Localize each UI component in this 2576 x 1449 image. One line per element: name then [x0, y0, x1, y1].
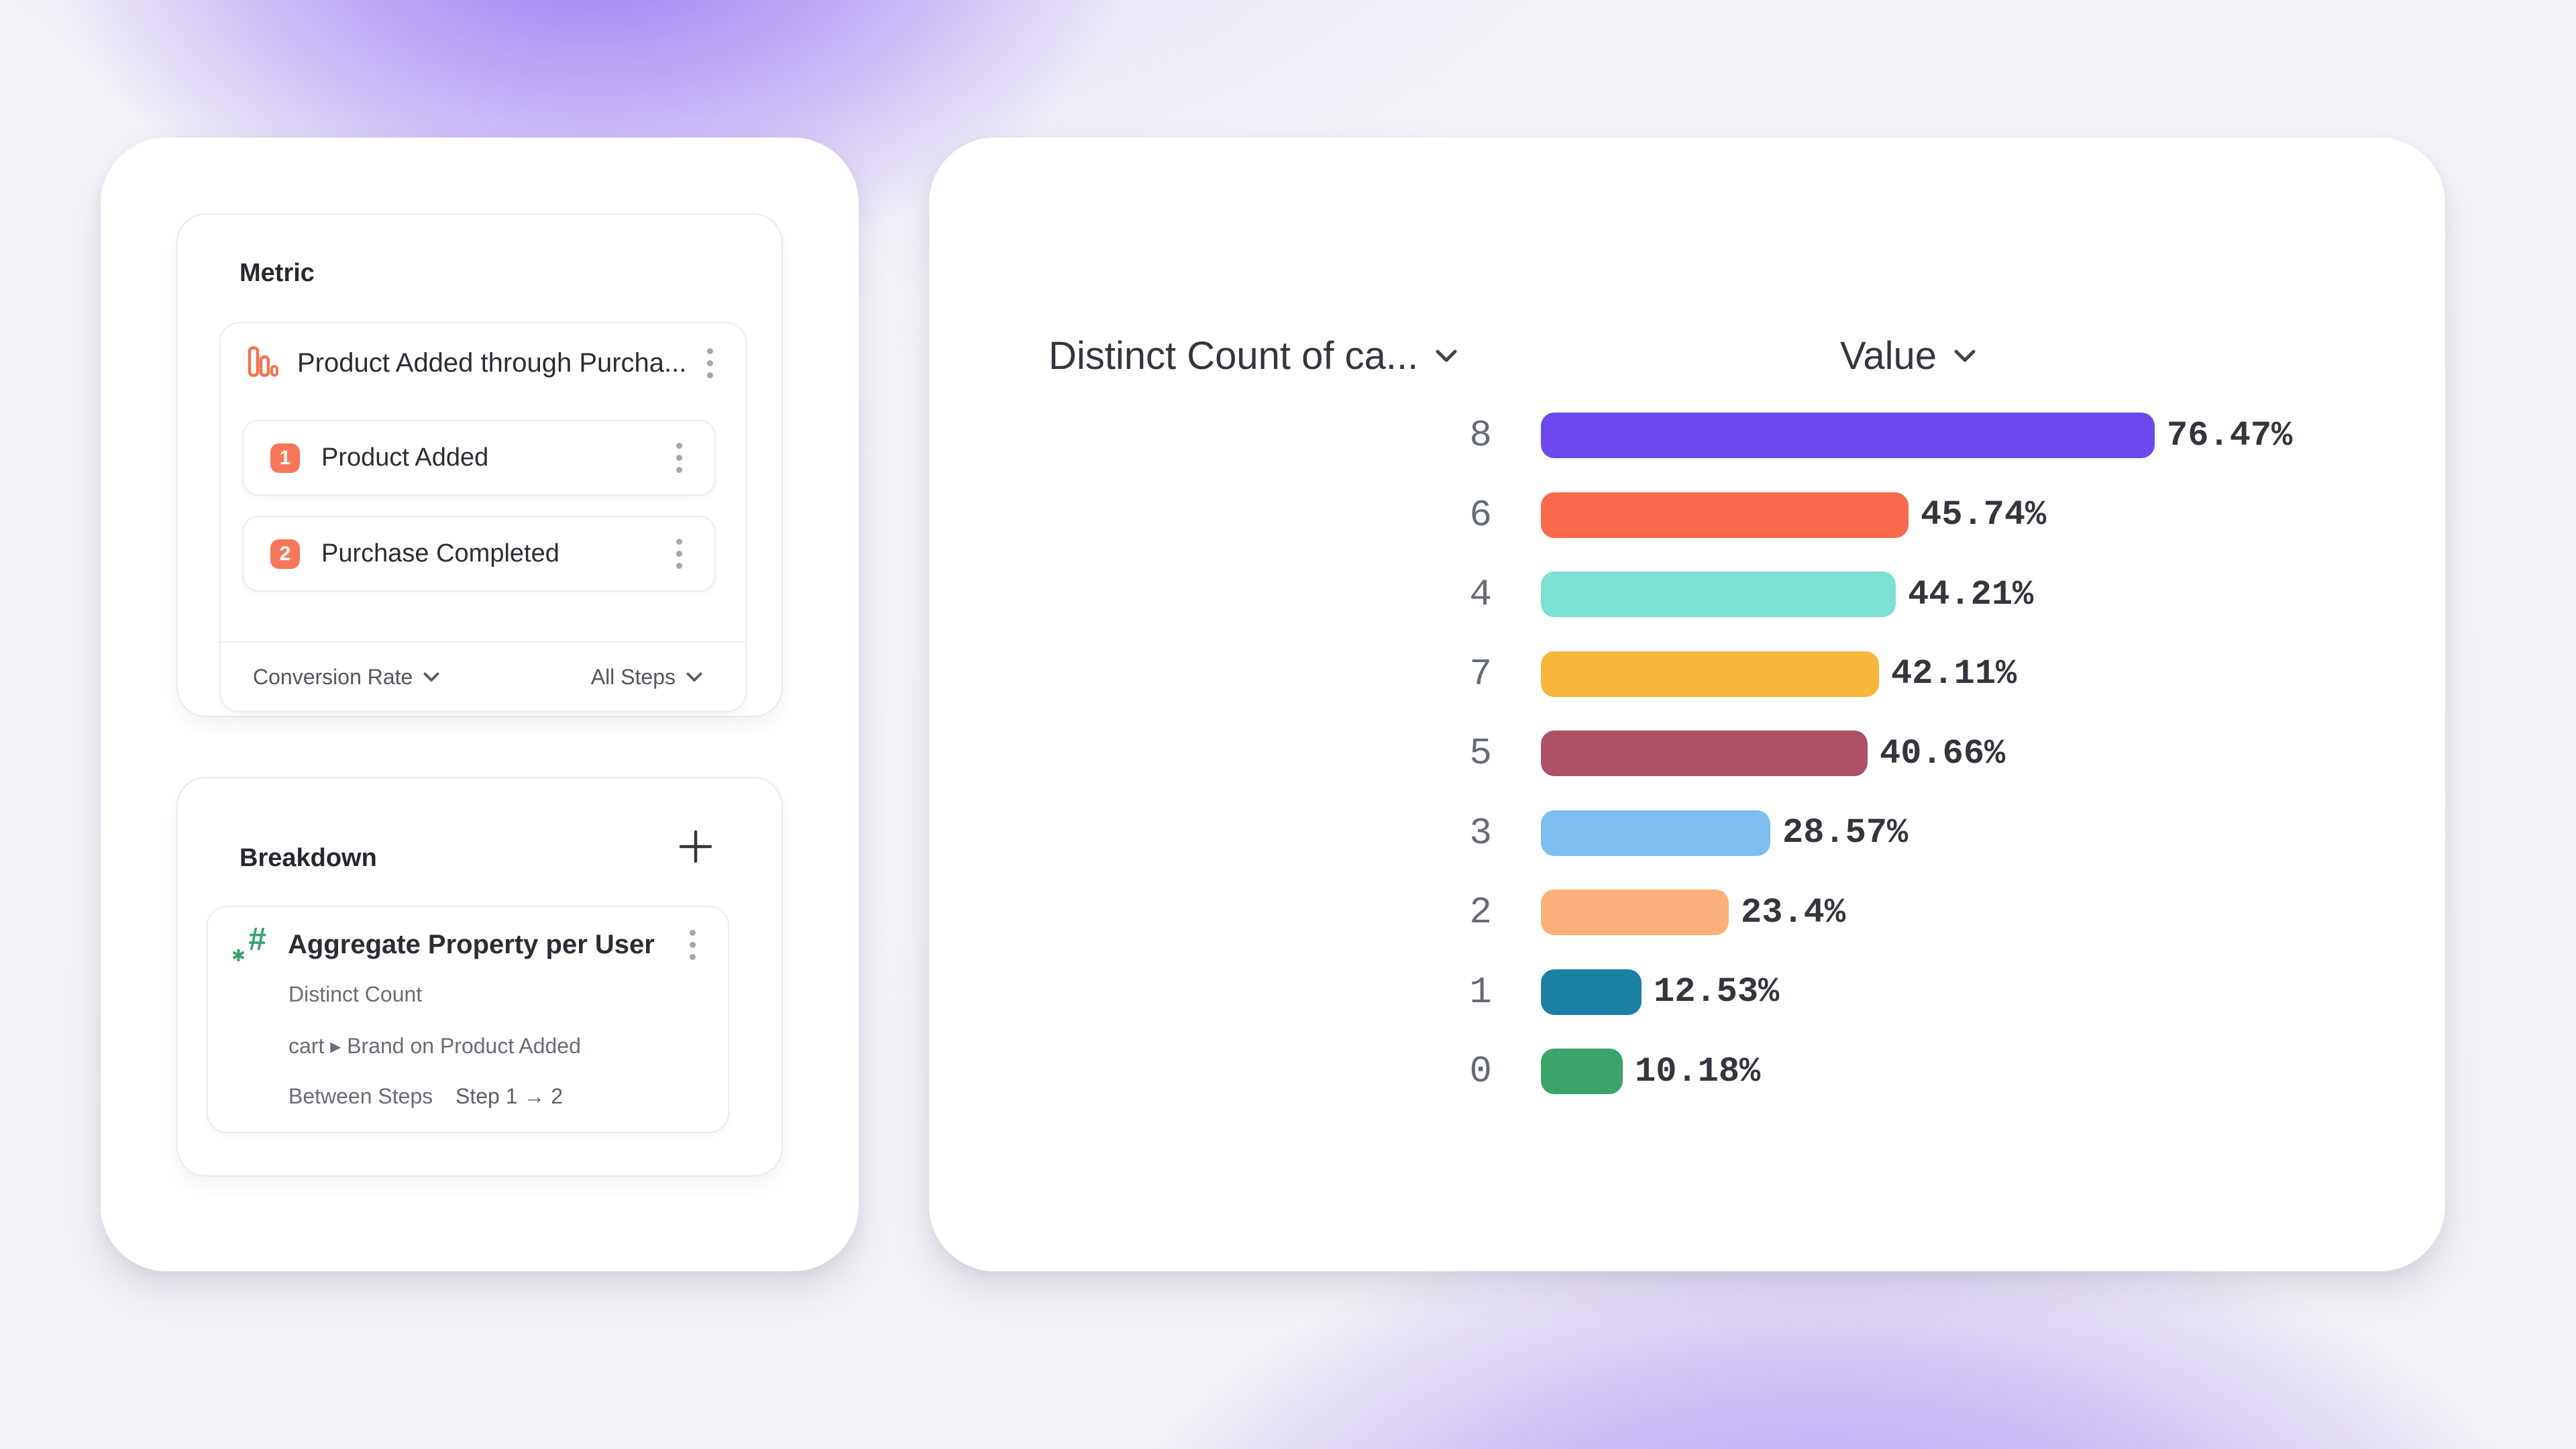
- step-label: Purchase Completed: [321, 539, 559, 568]
- add-breakdown-button[interactable]: [677, 828, 714, 865]
- breakdown-property: cart ▸ Brand on Product Added: [288, 1034, 581, 1058]
- all-steps-dropdown[interactable]: All Steps: [591, 665, 702, 690]
- value-label: 42.11%: [1891, 654, 2017, 694]
- chart-column-header-category[interactable]: Distinct Count of ca...: [1049, 333, 1457, 378]
- conversion-rate-dropdown[interactable]: Conversion Rate: [253, 665, 439, 690]
- chart-row: 8 76.47%: [929, 396, 2445, 476]
- chart-row: 6 45.74%: [929, 476, 2445, 555]
- value-label: 28.57%: [1782, 813, 1909, 853]
- value-bar[interactable]: [1541, 492, 1909, 538]
- hash-star-icon: # ✱: [231, 922, 266, 965]
- category-label: 7: [1469, 652, 1492, 696]
- breakdown-section: Breakdown # ✱ Aggregate Property per User…: [176, 777, 783, 1177]
- value-label: 23.4%: [1741, 892, 1846, 932]
- funnel-bars-icon: [248, 345, 278, 380]
- chart-row: 7 42.11%: [929, 635, 2445, 714]
- breakdown-aggregation: Distinct Count: [288, 982, 423, 1006]
- breakdown-item-title: Aggregate Property per User: [288, 929, 655, 959]
- metric-item[interactable]: Product Added through Purcha...: [221, 323, 745, 402]
- value-label: 10.18%: [1635, 1051, 1761, 1091]
- step-number-badge: 2: [270, 539, 300, 569]
- funnel-step-2[interactable]: 2 Purchase Completed: [242, 516, 716, 592]
- value-bar[interactable]: [1541, 890, 1729, 936]
- category-label: 2: [1469, 891, 1492, 934]
- value-bar[interactable]: [1541, 572, 1896, 618]
- chevron-down-icon: [423, 672, 439, 682]
- chart-row: 3 28.57%: [929, 794, 2445, 873]
- breakdown-section-title: Breakdown: [239, 844, 377, 872]
- metric-group-card: Product Added through Purcha... 1 Produc…: [219, 322, 747, 712]
- chevron-down-icon: [686, 672, 702, 682]
- category-label: 8: [1469, 414, 1492, 458]
- step-2-kebab-menu-icon[interactable]: [671, 533, 688, 574]
- value-bar[interactable]: [1541, 969, 1642, 1015]
- chevron-down-icon: [1954, 350, 1976, 362]
- step-1-kebab-menu-icon[interactable]: [671, 437, 688, 478]
- value-label: 76.47%: [2167, 415, 2293, 455]
- value-label: 40.66%: [1880, 733, 2006, 773]
- funnel-step-1[interactable]: 1 Product Added: [242, 420, 716, 496]
- category-label: 1: [1469, 970, 1492, 1014]
- metric-item-label: Product Added through Purcha...: [297, 347, 687, 378]
- chart-row: 1 12.53%: [929, 953, 2445, 1032]
- value-bar[interactable]: [1541, 651, 1879, 697]
- value-label: 12.53%: [1654, 972, 1780, 1012]
- breakdown-between-label: Between Steps: [288, 1084, 433, 1108]
- step-label: Product Added: [321, 443, 489, 472]
- breakdown-item-card[interactable]: # ✱ Aggregate Property per User Distinct …: [207, 906, 729, 1133]
- category-label: 0: [1469, 1050, 1492, 1093]
- value-bar[interactable]: [1541, 413, 2155, 459]
- value-label: 45.74%: [1921, 495, 2047, 535]
- step-number-badge: 1: [270, 443, 300, 473]
- breakdown-between-value: Step 1 → 2: [455, 1084, 564, 1108]
- value-bar[interactable]: [1541, 810, 1770, 856]
- value-label: 44.21%: [1908, 574, 2034, 614]
- category-label: 4: [1469, 573, 1492, 616]
- chart-row: 2 23.4%: [929, 873, 2445, 953]
- chart-rows: 8 76.47% 6 45.74% 4 44.21% 7 42.11% 5 40.66% 3 28.5…: [929, 396, 2445, 1112]
- chart-row: 5 40.66%: [929, 714, 2445, 794]
- chart-row: 4 44.21%: [929, 555, 2445, 635]
- breakdown-item-header: # ✱ Aggregate Property per User: [208, 916, 728, 973]
- metric-footer: Conversion Rate All Steps: [221, 641, 745, 711]
- category-label: 5: [1469, 732, 1492, 775]
- value-bar[interactable]: [1541, 731, 1868, 777]
- metric-item-kebab-menu-icon[interactable]: [702, 343, 718, 384]
- category-label: 6: [1469, 493, 1492, 537]
- breakdown-kebab-menu-icon[interactable]: [684, 924, 701, 965]
- query-builder-card: Metric Product Added through Purcha... 1…: [101, 138, 859, 1271]
- chart-card: Distinct Count of ca... Value 8 76.47% 6 45…: [929, 138, 2445, 1271]
- metric-section: Metric Product Added through Purcha... 1…: [176, 213, 783, 717]
- metric-section-title: Metric: [239, 259, 315, 287]
- value-bar[interactable]: [1541, 1049, 1623, 1095]
- plus-icon: [679, 830, 712, 863]
- chart-row: 0 10.18%: [929, 1032, 2445, 1112]
- chart-column-header-value[interactable]: Value: [1840, 333, 1976, 378]
- category-label: 3: [1469, 811, 1492, 855]
- chevron-down-icon: [1436, 350, 1457, 362]
